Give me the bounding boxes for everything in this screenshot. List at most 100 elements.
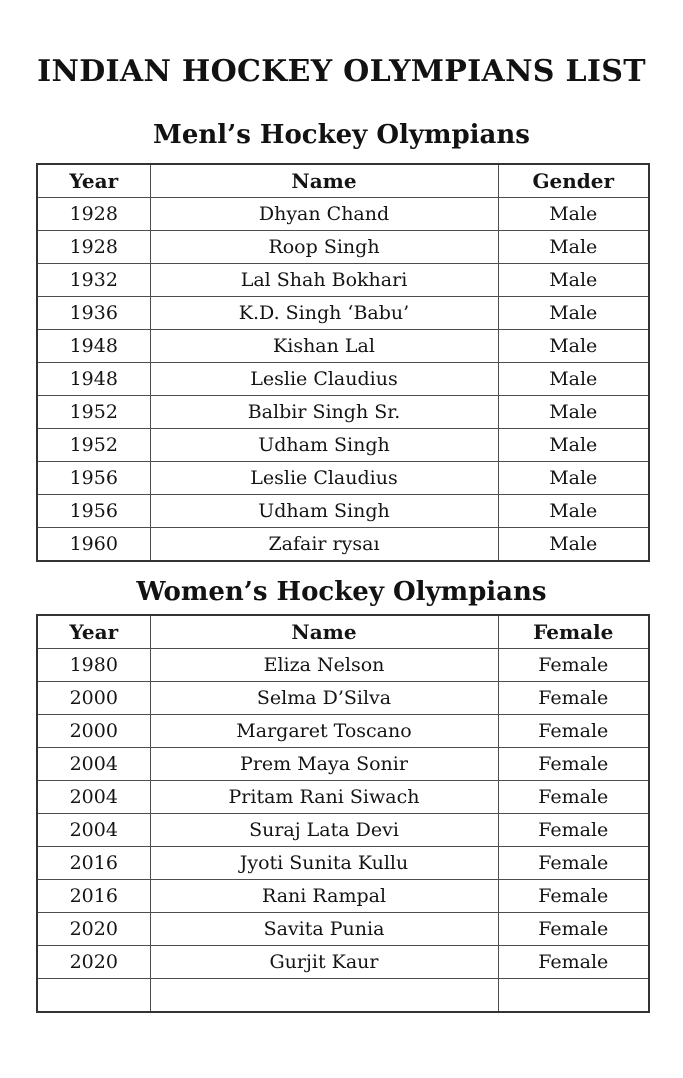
- gender-cell: Female: [497, 681, 650, 715]
- gender-cell: Male: [497, 428, 650, 462]
- name-cell: Prem Maya Sonir: [149, 747, 499, 781]
- year-cell: 1936: [36, 296, 151, 330]
- gender-cell: Female: [497, 813, 650, 847]
- table-row: 2016 Jyoti Sunita Kullu Female: [36, 846, 650, 880]
- year-cell: 1956: [36, 494, 151, 528]
- year-cell: 2020: [36, 945, 151, 979]
- gender-cell: Female: [497, 648, 650, 682]
- table-row: 2004 Pritam Rani Siwach Female: [36, 780, 650, 814]
- women-table: Year Name Female 1980 Eliza Nelson Femal…: [36, 614, 650, 1013]
- year-cell: 2004: [36, 747, 151, 781]
- gender-cell: Male: [497, 230, 650, 264]
- table-row: [36, 978, 650, 1013]
- name-cell: Kishan Lal: [149, 329, 499, 363]
- name-cell: Eliza Nelson: [149, 648, 499, 682]
- gender-cell: Female: [497, 714, 650, 748]
- year-cell: 2020: [36, 912, 151, 946]
- table-row: 1956 Udham Singh Male: [36, 494, 650, 528]
- name-cell: Leslie Claudius: [149, 362, 499, 396]
- women-section: Women’s Hockey Olympians Year Name Femal…: [0, 577, 683, 1013]
- gender-cell: Female: [497, 747, 650, 781]
- page-title: INDIAN HOCKEY OLYMPIANS LIST: [37, 54, 646, 89]
- name-cell: Udham Singh: [149, 494, 499, 528]
- table-row: 2020 Savita Punia Female: [36, 912, 650, 946]
- table-row: 1928 Roop Singh Male: [36, 230, 650, 264]
- gender-cell: Male: [497, 296, 650, 330]
- year-cell: 1980: [36, 648, 151, 682]
- column-header-female: Female: [497, 614, 650, 649]
- name-cell: Lal Shah Bokhari: [149, 263, 499, 297]
- name-cell: Roop Singh: [149, 230, 499, 264]
- year-cell: 1928: [36, 197, 151, 231]
- women-table-header: Year Name Female: [36, 614, 650, 649]
- women-section-heading: Women’s Hockey Olympians: [136, 577, 547, 607]
- year-cell: 1932: [36, 263, 151, 297]
- name-cell: Suraj Lata Devi: [149, 813, 499, 847]
- gender-cell: Female: [497, 879, 650, 913]
- year-cell: 1960: [36, 527, 151, 562]
- name-cell: Balbir Singh Sr.: [149, 395, 499, 429]
- gender-cell: Male: [497, 197, 650, 231]
- gender-cell: Male: [497, 329, 650, 363]
- name-cell: Pritam Rani Siwach: [149, 780, 499, 814]
- table-row: 2016 Rani Rampal Female: [36, 879, 650, 913]
- year-cell: 2016: [36, 879, 151, 913]
- table-row: 1936 K.D. Singh ‘Babu’ Male: [36, 296, 650, 330]
- header-row: Year Name Female: [36, 614, 650, 649]
- table-row: 2000 Margaret Toscano Female: [36, 714, 650, 748]
- document-page: INDIAN HOCKEY OLYMPIANS LIST Menl’s Hock…: [0, 54, 683, 1078]
- table-row: 2020 Gurjit Kaur Female: [36, 945, 650, 979]
- year-cell: 2004: [36, 813, 151, 847]
- men-section: Menl’s Hockey Olympians Year Name Gender…: [0, 120, 683, 562]
- year-cell: 1952: [36, 395, 151, 429]
- year-cell: 2000: [36, 714, 151, 748]
- men-table-header: Year Name Gender: [36, 163, 650, 198]
- gender-cell: Female: [497, 846, 650, 880]
- name-cell: Zafair rysaı: [149, 527, 499, 562]
- name-cell: Selma D’Silva: [149, 681, 499, 715]
- column-header-year: Year: [36, 163, 151, 198]
- header-row: Year Name Gender: [36, 163, 650, 198]
- table-row: 2004 Suraj Lata Devi Female: [36, 813, 650, 847]
- men-table: Year Name Gender 1928 Dhyan Chand Male 1…: [36, 163, 650, 562]
- gender-cell: Male: [497, 395, 650, 429]
- name-cell: Leslie Claudius: [149, 461, 499, 495]
- table-row: 1948 Kishan Lal Male: [36, 329, 650, 363]
- year-cell: 1956: [36, 461, 151, 495]
- table-row: 1956 Leslie Claudius Male: [36, 461, 650, 495]
- table-row: 1952 Udham Singh Male: [36, 428, 650, 462]
- name-cell: K.D. Singh ‘Babu’: [149, 296, 499, 330]
- gender-cell: Female: [497, 912, 650, 946]
- table-row: 1960 Zafair rysaı Male: [36, 527, 650, 562]
- column-header-name: Name: [149, 614, 499, 649]
- gender-cell: Female: [497, 945, 650, 979]
- column-header-name: Name: [149, 163, 499, 198]
- gender-cell: Male: [497, 461, 650, 495]
- gender-cell: Male: [497, 494, 650, 528]
- men-section-heading: Menl’s Hockey Olympians: [153, 120, 530, 150]
- table-row: 1948 Leslie Claudius Male: [36, 362, 650, 396]
- year-cell: [36, 978, 151, 1013]
- name-cell: Savita Punia: [149, 912, 499, 946]
- name-cell: [149, 978, 499, 1013]
- table-row: 1952 Balbir Singh Sr. Male: [36, 395, 650, 429]
- table-row: 1932 Lal Shah Bokhari Male: [36, 263, 650, 297]
- year-cell: 2016: [36, 846, 151, 880]
- table-row: 2004 Prem Maya Sonir Female: [36, 747, 650, 781]
- year-cell: 1928: [36, 230, 151, 264]
- men-table-body: 1928 Dhyan Chand Male 1928 Roop Singh Ma…: [36, 197, 650, 562]
- table-row: 1980 Eliza Nelson Female: [36, 648, 650, 682]
- name-cell: Udham Singh: [149, 428, 499, 462]
- gender-cell: [497, 978, 650, 1013]
- gender-cell: Female: [497, 780, 650, 814]
- year-cell: 1948: [36, 329, 151, 363]
- column-header-gender: Gender: [497, 163, 650, 198]
- name-cell: Jyoti Sunita Kullu: [149, 846, 499, 880]
- gender-cell: Male: [497, 263, 650, 297]
- name-cell: Gurjit Kaur: [149, 945, 499, 979]
- year-cell: 2004: [36, 780, 151, 814]
- column-header-year: Year: [36, 614, 151, 649]
- year-cell: 1952: [36, 428, 151, 462]
- name-cell: Margaret Toscano: [149, 714, 499, 748]
- women-table-body: 1980 Eliza Nelson Female 2000 Selma D’Si…: [36, 648, 650, 1013]
